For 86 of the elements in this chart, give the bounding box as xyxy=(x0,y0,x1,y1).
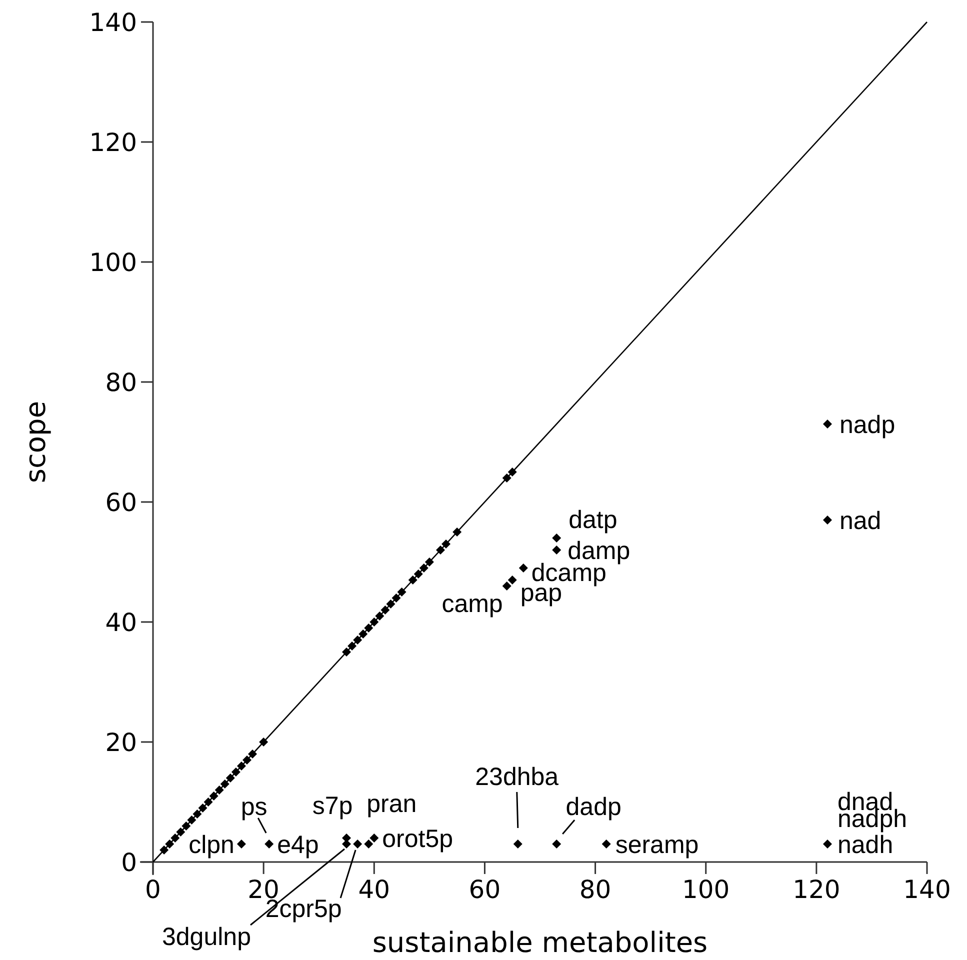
point xyxy=(419,564,428,572)
x-tick-label: 0 xyxy=(145,875,161,904)
x-tick-label: 100 xyxy=(682,875,730,904)
y-tick-label: 140 xyxy=(89,8,137,37)
point xyxy=(231,768,240,776)
annotation: datp xyxy=(568,506,618,534)
point xyxy=(414,570,423,578)
point xyxy=(198,804,208,812)
point xyxy=(442,540,451,548)
x-tick-label: 40 xyxy=(358,875,390,904)
point xyxy=(220,780,230,788)
annotation: pran xyxy=(366,790,417,818)
point xyxy=(170,834,180,842)
point xyxy=(513,840,522,848)
point xyxy=(436,546,445,554)
x-axis-title: sustainable metabolites xyxy=(372,926,708,959)
point xyxy=(518,564,528,572)
annotation: nadh xyxy=(837,831,894,859)
annotation: dadp xyxy=(566,793,622,821)
y-tick-label: 20 xyxy=(105,728,137,757)
point xyxy=(452,528,462,536)
point xyxy=(822,420,832,428)
x-tick-label: 60 xyxy=(468,875,501,904)
point xyxy=(552,546,562,554)
point xyxy=(248,750,258,758)
x-tick-label: 140 xyxy=(903,875,951,904)
point xyxy=(397,588,406,596)
point xyxy=(192,810,202,818)
point xyxy=(176,828,186,836)
point xyxy=(508,468,517,476)
annotation: orot5p xyxy=(382,825,454,853)
point xyxy=(236,840,246,848)
annotation: nadp xyxy=(839,411,896,439)
point xyxy=(386,600,396,608)
point xyxy=(264,840,274,848)
annotation: s7p xyxy=(312,792,353,820)
point xyxy=(242,756,252,764)
point xyxy=(370,618,379,626)
point xyxy=(370,834,379,842)
annotation: clpn xyxy=(188,831,234,859)
annotation: 3dgulnp xyxy=(162,923,251,951)
point xyxy=(392,594,401,602)
annotation: nad xyxy=(839,507,882,535)
y-tick-label: 100 xyxy=(89,248,137,277)
point xyxy=(259,738,268,746)
point xyxy=(602,840,611,848)
point xyxy=(502,582,512,590)
point xyxy=(380,606,390,614)
y-tick-label: 40 xyxy=(105,608,137,637)
point xyxy=(508,576,517,584)
point xyxy=(552,534,562,542)
point xyxy=(226,774,235,782)
annotation: camp xyxy=(442,590,503,618)
point xyxy=(348,642,357,650)
point xyxy=(204,798,213,806)
y-tick-label: 0 xyxy=(121,848,137,877)
y-axis-title: scope xyxy=(19,400,52,484)
point xyxy=(552,840,562,848)
annotation: e4p xyxy=(277,831,319,859)
point xyxy=(342,648,351,656)
point xyxy=(187,816,196,824)
point xyxy=(424,558,434,566)
point xyxy=(353,636,362,644)
point xyxy=(364,840,374,848)
annotation: seramp xyxy=(615,831,699,859)
x-tick-label: 120 xyxy=(792,875,840,904)
point xyxy=(214,786,224,794)
point xyxy=(353,840,362,848)
point xyxy=(358,630,368,638)
point xyxy=(822,516,832,524)
point xyxy=(822,840,832,848)
y-tick-label: 60 xyxy=(105,488,137,517)
point xyxy=(408,576,418,584)
point xyxy=(236,762,246,770)
point xyxy=(182,822,191,830)
point xyxy=(209,792,218,800)
point xyxy=(160,846,169,854)
annotation: ps xyxy=(240,793,268,821)
annotation: 23dhba xyxy=(475,763,559,791)
y-tick-label: 80 xyxy=(105,368,137,397)
y-tick-label: 120 xyxy=(89,128,137,157)
x-tick-label: 80 xyxy=(579,875,612,904)
point xyxy=(502,474,512,482)
point xyxy=(375,612,384,620)
point xyxy=(165,840,174,848)
point xyxy=(364,624,374,632)
